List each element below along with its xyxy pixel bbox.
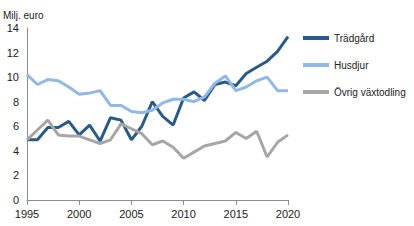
svg-text:Trädgård: Trädgård	[334, 33, 374, 44]
svg-text:12: 12	[7, 47, 19, 59]
svg-text:2005: 2005	[119, 208, 143, 220]
svg-text:2000: 2000	[67, 208, 91, 220]
svg-text:Milj. euro: Milj. euro	[3, 10, 44, 21]
svg-text:0: 0	[13, 194, 19, 206]
svg-text:10: 10	[7, 71, 19, 83]
svg-text:2020: 2020	[276, 208, 300, 220]
svg-text:1995: 1995	[15, 208, 39, 220]
svg-text:8: 8	[13, 96, 19, 108]
svg-text:Husdjur: Husdjur	[334, 60, 369, 71]
svg-text:4: 4	[13, 145, 19, 157]
svg-text:2: 2	[13, 169, 19, 181]
svg-text:2010: 2010	[171, 208, 195, 220]
svg-text:2015: 2015	[224, 208, 248, 220]
svg-text:6: 6	[13, 120, 19, 132]
svg-text:14: 14	[7, 22, 19, 34]
svg-text:Övrig växtodling: Övrig växtodling	[334, 87, 406, 98]
